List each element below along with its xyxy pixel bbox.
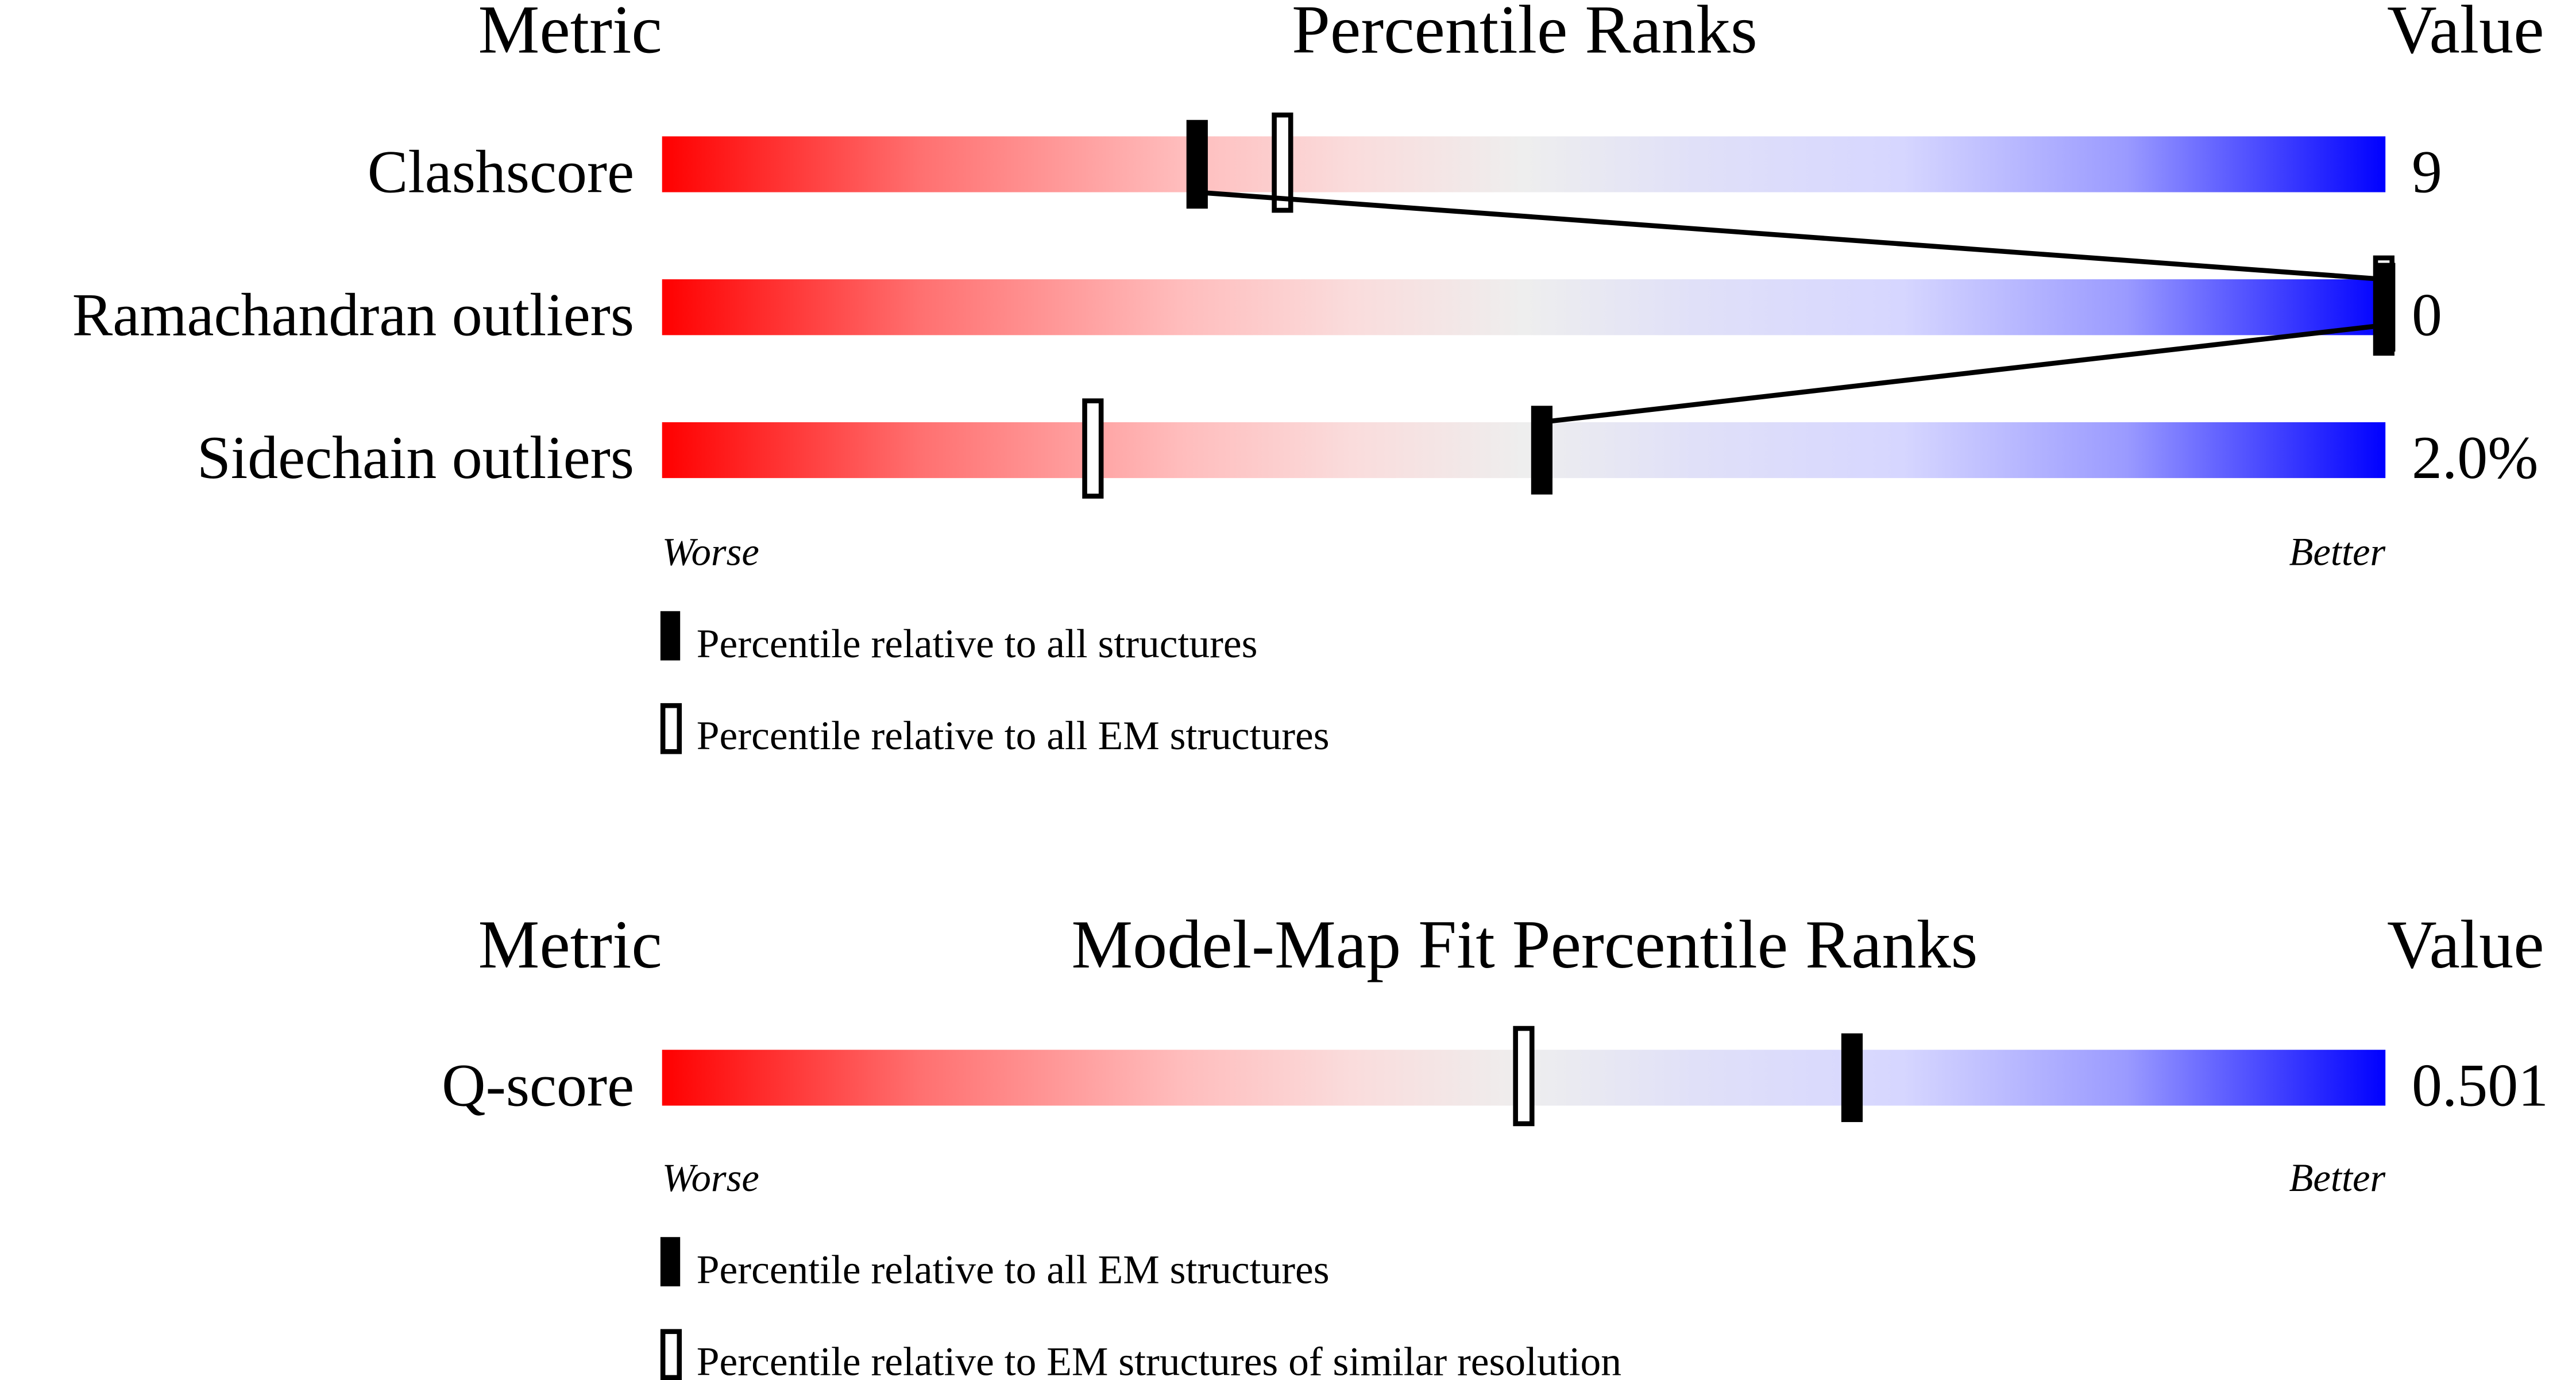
marker-all-percentile xyxy=(1186,120,1208,209)
markers-model-map-fit xyxy=(1513,1026,1863,1127)
header-title: Percentile Ranks xyxy=(1292,0,1758,68)
value-clashscore: 9 xyxy=(2412,138,2442,206)
legend-filled-marker xyxy=(660,1237,681,1287)
value-qscore: 0.501 xyxy=(2412,1051,2548,1119)
panel-model-map-fit: Metric Model-Map Fit Percentile Ranks Va… xyxy=(442,906,2548,1380)
legend-filled-label: Percentile relative to all EM structures xyxy=(697,1247,1330,1292)
gradient-bar-sidechain xyxy=(662,422,2386,479)
legend-filled-label: Percentile relative to all structures xyxy=(697,621,1258,666)
header-value: Value xyxy=(2387,0,2544,68)
header-value: Value xyxy=(2387,906,2544,982)
marker-all-percentile xyxy=(2374,263,2396,352)
legend-open-label: Percentile relative to all EM structures xyxy=(697,713,1330,758)
connector-line xyxy=(1196,190,2384,282)
marker-secondary-percentile xyxy=(1082,398,1104,499)
metric-label-qscore: Q-score xyxy=(442,1051,634,1119)
metric-label-ramachandran: Ramachandran outliers xyxy=(72,281,634,348)
marker-secondary-percentile xyxy=(1513,1026,1535,1127)
panel-validation: Metric Percentile Ranks Value Clashscore… xyxy=(72,0,2544,758)
axis-better-label: Better xyxy=(2289,1156,2385,1200)
gradient-bar-clashscore xyxy=(662,136,2386,192)
axis-better-label: Better xyxy=(2289,530,2385,574)
gradient-bar-ramachandran xyxy=(662,279,2386,336)
legend-open-marker xyxy=(660,703,682,754)
metric-label-clashscore: Clashscore xyxy=(368,138,634,206)
legend-open-marker xyxy=(660,1329,682,1380)
axis-worse-label: Worse xyxy=(662,530,759,574)
connector-line xyxy=(1540,322,2384,425)
marker-all-percentile xyxy=(1841,1033,1863,1123)
value-sidechain: 2.0% xyxy=(2412,424,2538,491)
markers-validation xyxy=(1082,112,2396,499)
axis-worse-label: Worse xyxy=(662,1156,759,1200)
value-ramachandran: 0 xyxy=(2412,281,2442,348)
header-metric: Metric xyxy=(478,906,662,982)
metric-label-sidechain: Sidechain outliers xyxy=(197,424,634,491)
header-metric: Metric xyxy=(478,0,662,68)
header-title: Model-Map Fit Percentile Ranks xyxy=(1071,906,1978,982)
legend-open-label: Percentile relative to EM structures of … xyxy=(697,1339,1621,1380)
marker-secondary-percentile xyxy=(1272,112,1293,213)
legend-filled-marker xyxy=(660,611,681,661)
marker-all-percentile xyxy=(1531,406,1552,495)
